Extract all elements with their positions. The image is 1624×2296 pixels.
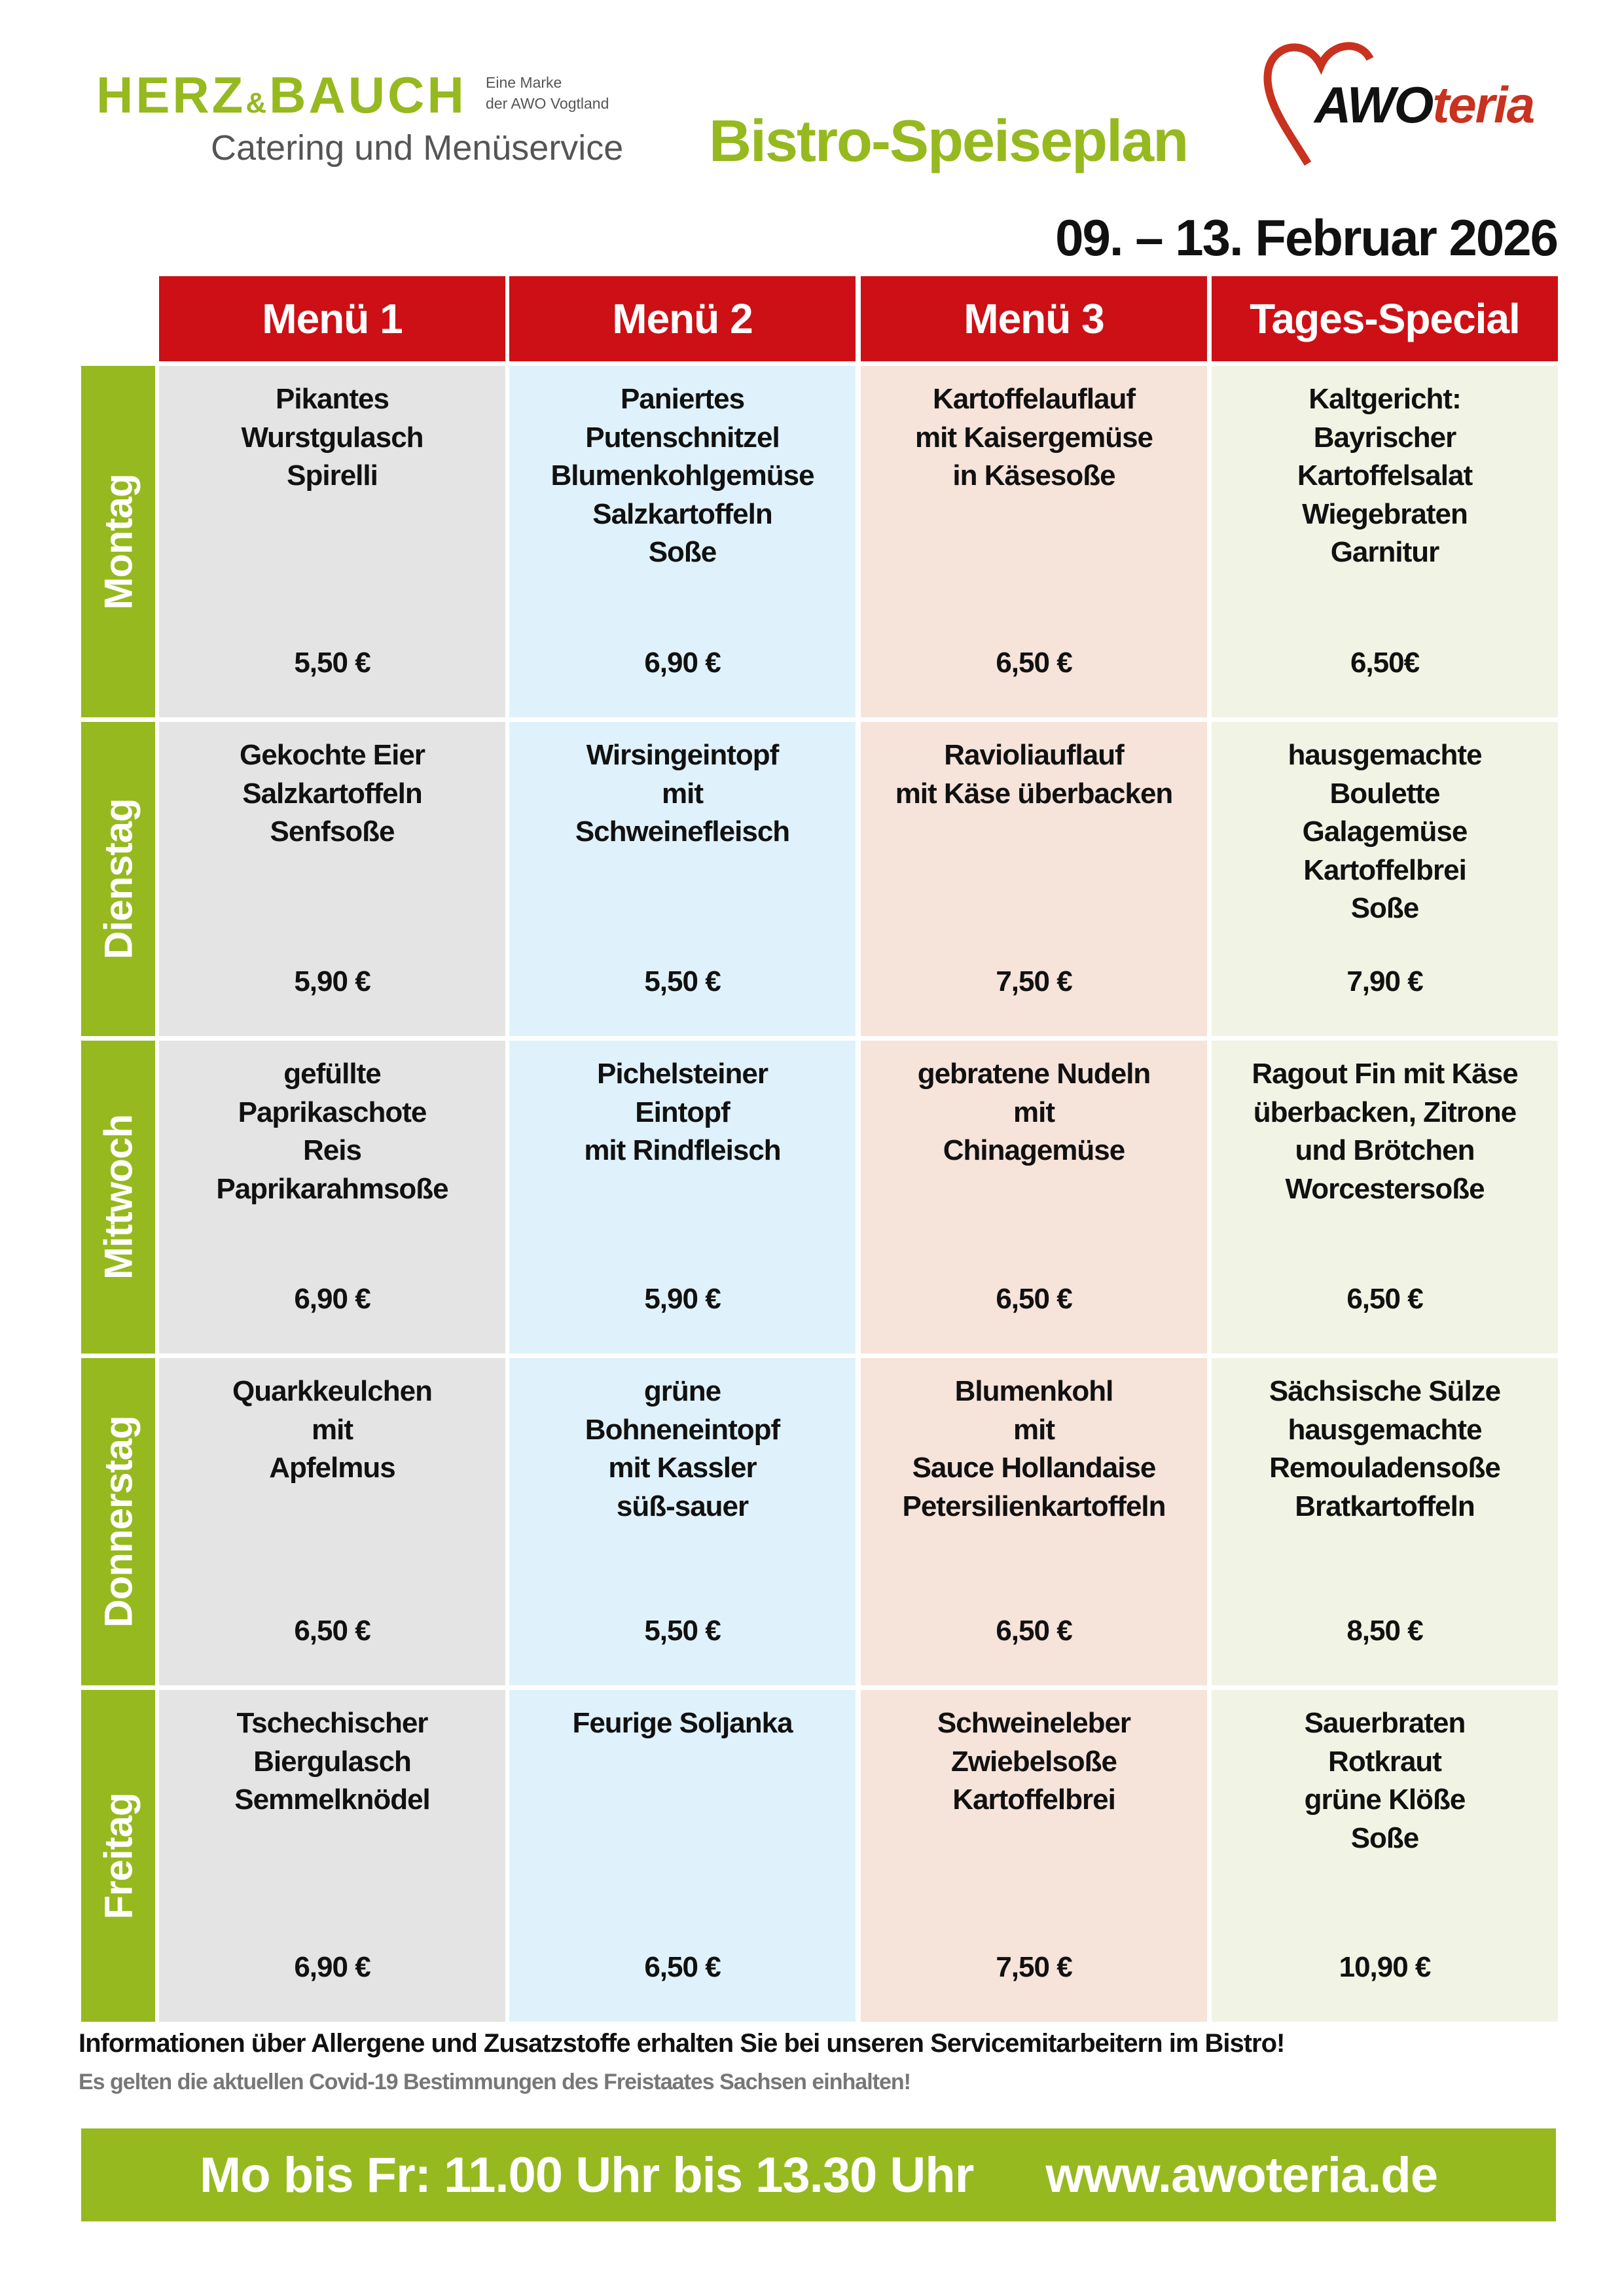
price: 6,90 €: [644, 647, 721, 679]
dish-description: gefüllte Paprikaschote Reis Paprikarahms…: [216, 1058, 448, 1205]
price: 7,50 €: [996, 1951, 1072, 1983]
price: 6,90 €: [294, 1951, 370, 1983]
price: 6,90 €: [294, 1283, 370, 1315]
day-label: Dienstag: [81, 722, 155, 1036]
dish-description: Feurige Soljanka: [572, 1707, 793, 1739]
column-header: Menü 3: [861, 276, 1207, 361]
dish-description: Gekochte Eier Salzkartoffeln Senfsoße: [240, 739, 425, 848]
day-name: Montag: [96, 473, 140, 610]
dish-description: hausgemachte Boulette Galagemüse Kartoff…: [1288, 739, 1482, 924]
page-title: Bistro-Speiseplan: [709, 109, 1189, 174]
opening-hours-bar: Mo bis Fr: 11.00 Uhr bis 13.30 Uhr www.a…: [81, 2128, 1556, 2221]
column-header: Menü 2: [509, 276, 856, 361]
dish-description: Wirsingeintopf mit Schweinefleisch: [575, 739, 790, 848]
opening-hours: Mo bis Fr: 11.00 Uhr bis 13.30 Uhr: [199, 2147, 974, 2203]
menu-cell: gefüllte Paprikaschote Reis Paprikarahms…: [159, 1041, 505, 1354]
brand-tagline: Catering und Menüservice: [211, 128, 624, 168]
dish-description: Tschechischer Biergulasch Semmelknödel: [234, 1707, 431, 1816]
day-name: Donnerstag: [96, 1416, 140, 1628]
dish-description: Schweineleber Zwiebelsoße Kartoffelbrei: [937, 1707, 1131, 1816]
allergen-info: Informationen über Allergene und Zusatzs…: [79, 2029, 1285, 2058]
menu-cell: Gekochte Eier Salzkartoffeln Senfsoße 5,9…: [159, 722, 505, 1036]
price: 6,50 €: [294, 1615, 370, 1647]
awoteria-logo: AWOteria: [1262, 39, 1563, 170]
heart-icon: [1263, 42, 1374, 166]
column-header: Menü 1: [159, 276, 505, 361]
menu-cell: Pikantes Wurstgulasch Spirelli 5,50 €: [159, 366, 505, 717]
brand-subline: Eine Marke der AWO Vogtland: [486, 74, 609, 112]
price: 6,50 €: [996, 1283, 1072, 1315]
price: 8,50 €: [1346, 1615, 1423, 1647]
menu-cell: Pichelsteiner Eintopf mit Rindfleisch 5,9…: [509, 1041, 856, 1354]
menu-cell: Sächsische Sülze hausgemachte Remouladen…: [1212, 1358, 1558, 1685]
dish-description: Ragout Fin mit Käse überbacken, Zitrone …: [1252, 1058, 1518, 1205]
column-header: Tages-Special: [1212, 276, 1558, 361]
dish-description: Pikantes Wurstgulasch Spirelli: [241, 383, 424, 492]
dish-description: Ravioliauflauf mit Käse überbacken: [895, 739, 1174, 810]
dish-description: Paniertes Putenschnitzel Blumenkohlgemüs…: [550, 383, 814, 568]
website-link[interactable]: www.awoteria.de: [1045, 2147, 1438, 2203]
menu-cell: hausgemachte Boulette Galagemüse Kartoff…: [1212, 722, 1558, 1036]
menu-cell: Ragout Fin mit Käse überbacken, Zitrone …: [1212, 1041, 1558, 1354]
price: 6,50 €: [1346, 1283, 1423, 1315]
day-name: Freitag: [96, 1792, 140, 1920]
price: 6,50 €: [996, 647, 1072, 679]
price: 5,90 €: [644, 1283, 721, 1315]
price: 7,90 €: [1346, 965, 1423, 997]
dish-description: Kaltgericht: Bayrischer Kartoffelsalat W…: [1297, 383, 1473, 568]
covid-notice: Es gelten die aktuellen Covid-19 Bestimm…: [79, 2070, 911, 2094]
price: 5,50 €: [644, 1615, 721, 1647]
menu-cell: Paniertes Putenschnitzel Blumenkohlgemüs…: [509, 366, 856, 717]
day-label: Donnerstag: [81, 1358, 155, 1685]
day-label: Freitag: [81, 1690, 155, 2022]
herz-bauch-logo: HERZ&BAUCH Eine Marke der AWO Vogtland C…: [96, 65, 633, 177]
date-range: 09. – 13. Februar 2026: [1055, 209, 1559, 266]
dish-description: grüne Bohneneintopf mit Kassler süß-saue…: [585, 1375, 780, 1522]
menu-cell: grüne Bohneneintopf mit Kassler süß-saue…: [509, 1358, 856, 1685]
menu-cell: Quarkkeulchen mit Apfelmus 6,50 €: [159, 1358, 505, 1685]
price: 7,50 €: [996, 965, 1072, 997]
price: 6,50 €: [996, 1615, 1072, 1647]
dish-description: Kartoffelauflauf mit Kaisergemüse in Käs…: [914, 383, 1153, 492]
price: 10,90 €: [1339, 1951, 1432, 1983]
brand-name: HERZ&BAUCH: [96, 66, 467, 124]
price: 5,50 €: [294, 647, 370, 679]
menu-cell: Wirsingeintopf mit Schweinefleisch 5,50 €: [509, 722, 856, 1036]
menu-cell: Tschechischer Biergulasch Semmelknödel 6,…: [159, 1690, 505, 2022]
price: 5,50 €: [644, 965, 721, 997]
menu-cell: Schweineleber Zwiebelsoße Kartoffelbrei 7…: [861, 1690, 1207, 2022]
day-name: Dienstag: [96, 798, 140, 960]
dish-description: Sauerbraten Rotkraut grüne Klöße Soße: [1304, 1707, 1466, 1854]
menu-cell: Kaltgericht: Bayrischer Kartoffelsalat W…: [1212, 366, 1558, 717]
menu-cell: Blumenkohl mit Sauce Hollandaise Petersi…: [861, 1358, 1207, 1685]
day-name: Mittwoch: [96, 1115, 140, 1280]
price: 6,50€: [1350, 647, 1420, 679]
dish-description: Pichelsteiner Eintopf mit Rindfleisch: [584, 1058, 781, 1166]
menu-cell: gebratene Nudeln mit Chinagemüse 6,50 €: [861, 1041, 1207, 1354]
dish-description: Quarkkeulchen mit Apfelmus: [232, 1375, 433, 1484]
dish-description: gebratene Nudeln mit Chinagemüse: [917, 1058, 1151, 1166]
dish-description: Sächsische Sülze hausgemachte Remouladen…: [1269, 1375, 1501, 1522]
menu-cell: Ravioliauflauf mit Käse überbacken 7,50 €: [861, 722, 1207, 1036]
menu-cell: Sauerbraten Rotkraut grüne Klöße Soße 10,…: [1212, 1690, 1558, 2022]
day-label: Mittwoch: [81, 1041, 155, 1354]
day-label: Montag: [81, 366, 155, 717]
dish-description: Blumenkohl mit Sauce Hollandaise Petersi…: [902, 1375, 1166, 1522]
price: 5,90 €: [294, 965, 370, 997]
price: 6,50 €: [644, 1951, 721, 1983]
menu-cell: Kartoffelauflauf mit Kaisergemüse in Käs…: [861, 366, 1207, 717]
menu-cell: Feurige Soljanka 6,50 €: [509, 1690, 856, 2022]
